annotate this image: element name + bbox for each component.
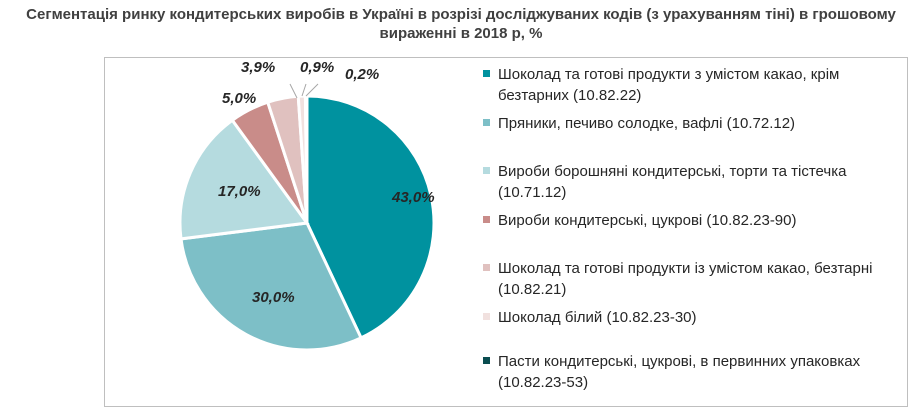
label-chocolate: 43,0% xyxy=(391,189,435,206)
legend-label: Пасти кондитерські, цукрові, в первинних… xyxy=(498,353,861,391)
chart-frame xyxy=(104,57,908,407)
legend-swatch xyxy=(483,70,490,77)
legend-swatch xyxy=(483,167,490,174)
slice-chocolate xyxy=(305,94,436,340)
leader-line xyxy=(289,83,298,99)
legend-label: Пряники, печиво солодке, вафлі (10.72.12… xyxy=(498,115,796,132)
legend-label: Шоколад та готові продукти із умістом ка… xyxy=(498,260,873,298)
label-flour-confectionery: 17,0% xyxy=(218,183,261,200)
legend-label: Вироби борошняні кондитерські, торти та … xyxy=(498,163,847,201)
legend-swatch xyxy=(483,313,490,320)
legend-swatch xyxy=(483,119,490,126)
legend-label: Шоколад та готові продукти з умістом как… xyxy=(498,66,840,104)
label-white-chocolate: 0,9% xyxy=(300,59,334,76)
slice-flour-confectionery xyxy=(178,118,310,241)
label-chocolate-bulk: 3,9% xyxy=(241,59,275,76)
slice-gingerbread xyxy=(179,221,364,352)
leader-line xyxy=(305,83,319,97)
legend-swatch xyxy=(483,216,490,223)
leader-line xyxy=(301,83,307,97)
label-sugar-confectionery: 5,0% xyxy=(222,90,256,107)
legend-swatch xyxy=(483,357,490,364)
chart-title: Сегментація ринку кондитерських виробів … xyxy=(26,6,896,42)
slice-sugar-pastes xyxy=(303,94,309,224)
legend-label: Шоколад білий (10.82.23-30) xyxy=(498,309,697,326)
label-gingerbread: 30,0% xyxy=(252,289,295,306)
legend-swatch xyxy=(483,264,490,271)
label-sugar-pastes: 0,2% xyxy=(345,66,379,83)
legend-label: Вироби кондитерські, цукрові (10.82.23-9… xyxy=(498,212,797,229)
